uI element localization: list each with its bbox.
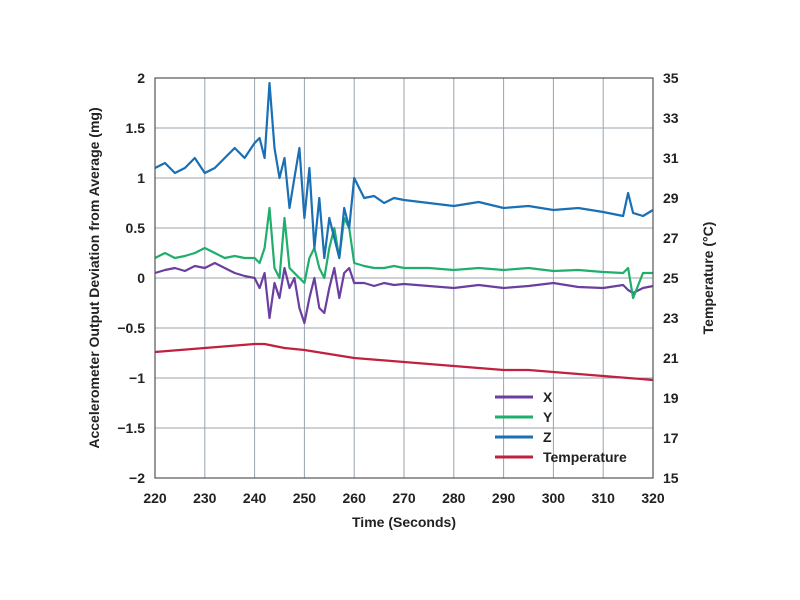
- y-tick-label: −1.5: [117, 420, 145, 436]
- y-tick-label: 0: [137, 270, 145, 286]
- y-tick-labels: 2 1.5 1 0.5 0 −0.5 −1 −1.5 −2: [117, 70, 145, 486]
- legend: XYZ Temperature: [495, 389, 627, 465]
- plot-frame: [154, 77, 654, 479]
- y-tick-label: 2: [137, 70, 145, 86]
- x-tick-label: 320: [641, 490, 665, 506]
- y2-tick-label: 25: [663, 270, 679, 286]
- legend-label-temperature: Temperature: [543, 449, 627, 465]
- x-tick-label: 230: [193, 490, 217, 506]
- legend-label-z: Z: [543, 429, 552, 445]
- series-line-temperature: [154, 342, 654, 382]
- y-tick-label: −2: [129, 470, 145, 486]
- x-tick-label: 260: [343, 490, 367, 506]
- y2-tick-label: 19: [663, 390, 679, 406]
- y-tick-label: −1: [129, 370, 145, 386]
- x-tick-label: 280: [442, 490, 466, 506]
- x-tick-label: 220: [143, 490, 167, 506]
- y-tick-label: 1: [137, 170, 145, 186]
- series-line-y: [154, 206, 653, 300]
- y2-tick-label: 35: [663, 70, 679, 86]
- x-axis-title: Time (Seconds): [352, 514, 456, 530]
- y2-tick-label: 27: [663, 230, 679, 246]
- y-tick-label: 0.5: [126, 220, 146, 236]
- grid-lines: [154, 77, 654, 479]
- y-tick-label: 1.5: [126, 120, 146, 136]
- x-tick-label: 270: [392, 490, 416, 506]
- y2-tick-labels: 35 33 31 29 27 25 23 21 19 17 15: [663, 70, 679, 486]
- series-line-x: [154, 261, 654, 325]
- legend-label-x: X: [543, 389, 553, 405]
- series-layer: [154, 81, 654, 382]
- legend-label-y: Y: [543, 409, 553, 425]
- x-tick-label: 300: [542, 490, 566, 506]
- y2-tick-label: 15: [663, 470, 679, 486]
- y2-axis-title: Temperature (°C): [700, 222, 716, 335]
- x-tick-label: 240: [243, 490, 267, 506]
- y2-tick-label: 31: [663, 150, 679, 166]
- y-tick-label: −0.5: [117, 320, 145, 336]
- series-line-z: [154, 81, 654, 260]
- x-tick-label: 310: [592, 490, 616, 506]
- y2-tick-label: 17: [663, 430, 679, 446]
- y2-tick-label: 23: [663, 310, 679, 326]
- y2-tick-label: 33: [663, 110, 679, 126]
- x-tick-labels: 220 230 240 250 260 270 280 290 300 310 320: [143, 490, 665, 506]
- x-tick-label: 250: [293, 490, 317, 506]
- x-tick-label: 290: [492, 490, 516, 506]
- y-axis-title: Accelerometer Output Deviation from Aver…: [86, 107, 102, 448]
- y2-tick-label: 21: [663, 350, 679, 366]
- y2-tick-label: 29: [663, 190, 679, 206]
